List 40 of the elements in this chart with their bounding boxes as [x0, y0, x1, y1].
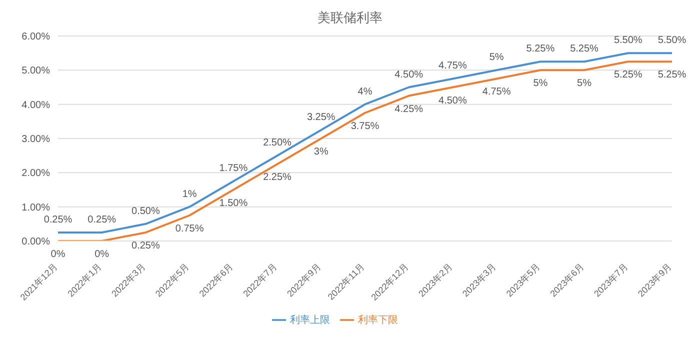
- data-label: 4.50%: [438, 95, 467, 106]
- y-tick-label: 6.00%: [22, 32, 50, 43]
- data-label: 3.75%: [350, 120, 380, 132]
- data-label: 5%: [533, 78, 548, 90]
- data-label: 0.25%: [44, 214, 72, 226]
- data-label: 5.25%: [526, 44, 555, 55]
- data-label: 2.25%: [263, 172, 292, 184]
- y-tick-label: 2.00%: [22, 168, 50, 180]
- data-label: 2.50%: [263, 138, 292, 149]
- data-label: 5.25%: [614, 70, 642, 81]
- data-label: 4%: [358, 86, 372, 98]
- data-label: 5.50%: [614, 35, 642, 46]
- data-label: 5.25%: [658, 70, 686, 81]
- data-label: 0.50%: [132, 206, 160, 217]
- legend-label: 利率上限: [290, 315, 330, 326]
- data-label: 1.75%: [219, 163, 248, 174]
- data-label: 0.25%: [132, 240, 160, 252]
- data-label: 0.25%: [88, 214, 116, 226]
- y-tick-label: 0.00%: [22, 236, 50, 248]
- data-label: 5.25%: [570, 44, 599, 55]
- legend-label: 利率下限: [358, 315, 398, 326]
- y-tick-label: 4.00%: [22, 100, 50, 111]
- chart-title: 美联储利率: [316, 9, 384, 27]
- data-label: 5.50%: [658, 35, 686, 46]
- data-label: 5%: [489, 52, 504, 64]
- data-label: 3%: [314, 146, 328, 158]
- y-tick-label: 5.00%: [22, 66, 50, 77]
- data-label: 1.50%: [219, 198, 248, 209]
- data-label: 0%: [94, 249, 110, 260]
- y-tick-label: 1.00%: [22, 202, 50, 214]
- data-label: 3.25%: [306, 112, 336, 123]
- data-label: 0%: [50, 249, 66, 260]
- data-label: 4.50%: [394, 69, 424, 80]
- data-label: 5%: [577, 78, 592, 90]
- y-tick-label: 3.00%: [22, 134, 50, 146]
- data-label: 4.75%: [438, 60, 467, 72]
- data-label: 4.75%: [482, 86, 511, 98]
- data-label: 4.25%: [394, 104, 424, 115]
- data-label: 0.75%: [175, 223, 204, 234]
- data-label: 1%: [182, 188, 197, 200]
